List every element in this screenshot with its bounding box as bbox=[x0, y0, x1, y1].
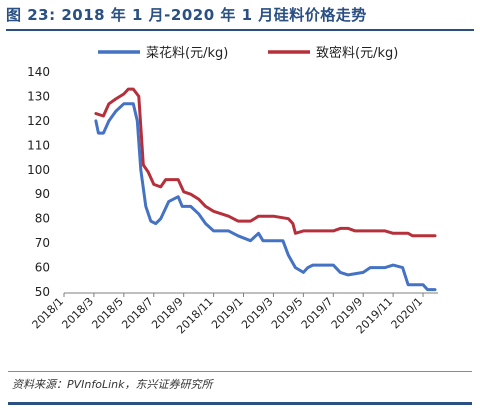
title-divider bbox=[6, 29, 474, 31]
x-tick-label: 2019/7 bbox=[299, 295, 336, 332]
y-tick-label: 110 bbox=[27, 138, 50, 152]
y-tick-label: 70 bbox=[35, 236, 50, 250]
legend-label-1: 菜花料(元/kg) bbox=[146, 45, 228, 61]
series-line-1 bbox=[94, 102, 437, 292]
line-chart: 菜花料(元/kg) 致密料(元/kg) 50 60 70 80 90 100 110 120 13… bbox=[27, 45, 438, 336]
bottom-divider bbox=[8, 402, 472, 405]
x-tick-label: 2018/1 bbox=[30, 295, 67, 332]
series-line-2 bbox=[94, 87, 437, 238]
x-tick-label: 2018/7 bbox=[119, 295, 156, 332]
x-tick-label: 2019/3 bbox=[239, 295, 276, 332]
y-tick-label: 80 bbox=[35, 212, 50, 226]
y-tick-label: 130 bbox=[27, 89, 50, 103]
x-tick-label: 2020/1 bbox=[389, 295, 426, 332]
x-tick-label: 2019/5 bbox=[269, 295, 306, 332]
y-tick-label: 140 bbox=[27, 65, 50, 79]
x-tick-label: 2019/1 bbox=[209, 295, 246, 332]
source-note: 资料来源：PVInfoLink，东兴证券研究所 bbox=[12, 378, 213, 391]
legend-label-2: 致密料(元/kg) bbox=[316, 45, 398, 61]
y-tick-label: 120 bbox=[27, 114, 50, 128]
figure-title: 图 23: 2018 年 1 月-2020 年 1 月硅料价格走势 bbox=[6, 6, 367, 24]
y-tick-label: 60 bbox=[35, 261, 50, 275]
y-tick-label: 100 bbox=[27, 163, 50, 177]
source-divider bbox=[8, 371, 472, 372]
x-tick-label: 2018/3 bbox=[59, 295, 96, 332]
y-tick-label: 90 bbox=[35, 187, 50, 201]
series-group bbox=[94, 87, 437, 292]
y-axis: 50 60 70 80 90 100 110 120 130 140 bbox=[27, 65, 50, 299]
y-tick-label: 50 bbox=[35, 285, 50, 299]
chart-legend: 菜花料(元/kg) 致密料(元/kg) bbox=[98, 45, 398, 61]
x-tick-label: 2018/5 bbox=[89, 295, 126, 332]
x-axis: 2018/12018/32018/52018/72018/92018/11201… bbox=[30, 292, 438, 336]
